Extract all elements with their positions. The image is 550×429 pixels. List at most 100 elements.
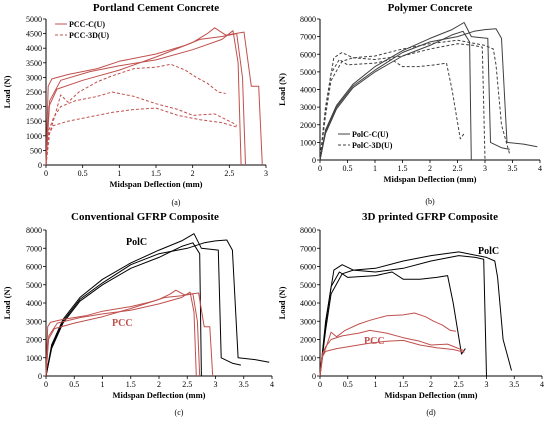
x-tick-label: 3 (264, 169, 268, 178)
y-tick-label: 1000 (300, 354, 316, 363)
x-tick-label: 3 (483, 164, 487, 173)
chart-panel-1: Polymer Concrete 0 0.5 1 1.5 2 2.5 3 3.5 4 0 1000 20… (277, 2, 542, 206)
legend-label: PolC-3D(U) (352, 141, 393, 150)
x-tick-label: 0.5 (343, 380, 353, 389)
series-line (45, 242, 202, 377)
y-tick-label: 3000 (300, 317, 316, 326)
x-tick-label: 0.5 (343, 164, 353, 173)
x-tick-label: 1 (101, 380, 105, 389)
y-tick-label: 5000 (26, 15, 42, 24)
x-tick-label: 3 (485, 380, 489, 389)
x-tick-label: 2 (191, 169, 195, 178)
x-tick-label: 3 (214, 380, 218, 389)
x-tick-label: 3.5 (509, 380, 519, 389)
y-axis-label: Load (N) (2, 75, 12, 108)
x-tick-label: 3.5 (239, 380, 249, 389)
y-tick-label: 8000 (26, 226, 42, 235)
x-tick-label: 1 (117, 169, 121, 178)
series-line (45, 33, 246, 166)
y-tick-label: 0 (38, 372, 42, 381)
series-line (319, 339, 465, 377)
y-tick-label: 0 (312, 156, 316, 165)
y-tick-label: 5000 (300, 68, 316, 77)
y-tick-label: 7000 (300, 33, 316, 42)
series-line (319, 59, 465, 161)
y-tick-label: 5000 (26, 281, 42, 290)
y-tick-label: 4000 (26, 299, 42, 308)
figure-caption: (d) (426, 408, 436, 417)
y-tick-label: 6000 (300, 263, 316, 272)
x-tick-label: 1.5 (398, 164, 408, 173)
series-line (319, 329, 465, 377)
figure-caption: (a) (172, 198, 181, 207)
x-tick-label: 2 (429, 380, 433, 389)
y-tick-label: 4000 (26, 44, 42, 53)
x-axis-label: Midspan Deflection (mm) (112, 390, 205, 400)
series-line (45, 91, 238, 166)
x-tick-label: 2 (157, 380, 161, 389)
series-line (319, 271, 466, 377)
figure-caption: (c) (175, 408, 184, 417)
chart-title: Conventional GFRP Composite (71, 211, 219, 223)
y-tick-label: 5000 (300, 281, 316, 290)
y-tick-label: 7000 (26, 244, 42, 253)
y-tick-label: 1000 (26, 132, 42, 141)
y-tick-label: 6000 (26, 263, 42, 272)
series-line (319, 22, 510, 161)
annotation-label: PolC (126, 237, 147, 248)
x-tick-label: 0.5 (78, 169, 88, 178)
x-axis-label: Midspan Deflection (mm) (384, 390, 477, 400)
x-tick-label: 1.5 (151, 169, 161, 178)
series-line (319, 251, 512, 377)
y-axis-label: Load (N) (277, 286, 287, 319)
x-axis-label: Midspan Deflection (mm) (109, 179, 202, 189)
annotation-label: PolC (478, 246, 499, 257)
chart-panel-0: Portland Cement Concrete 0 0.5 1 1.5 2 2.5 3 0 50… (2, 2, 268, 207)
x-tick-label: 4 (540, 380, 544, 389)
x-tick-label: 2.5 (224, 169, 234, 178)
figure-caption: (b) (425, 197, 435, 206)
chart-title: 3D printed GFRP Composite (362, 211, 498, 223)
y-tick-label: 3000 (26, 317, 42, 326)
y-tick-label: 3500 (26, 59, 42, 68)
y-tick-label: 2000 (300, 336, 316, 345)
series-line (45, 30, 242, 166)
series-line (319, 28, 538, 161)
series-line (319, 30, 472, 161)
x-tick-label: 1.5 (398, 380, 408, 389)
legend-label: PCC-C(U) (69, 20, 105, 29)
x-tick-label: 1.5 (126, 380, 136, 389)
series-line (45, 107, 237, 166)
series-line (319, 255, 487, 377)
chart-title: Portland Cement Concrete (93, 2, 219, 14)
y-tick-label: 2000 (26, 103, 42, 112)
y-axis-label: Load (N) (277, 73, 287, 106)
x-tick-label: 0.5 (69, 380, 79, 389)
y-tick-label: 2500 (26, 88, 42, 97)
series-line (45, 63, 226, 166)
annotation-label: PCC (364, 336, 385, 347)
x-tick-label: 0 (318, 164, 322, 173)
y-tick-label: 2000 (300, 121, 316, 130)
y-tick-label: 8000 (300, 15, 316, 24)
chart-panel-3: 3D printed GFRP Composite 0 0.5 1 1.5 2 2.5 3 3.… (277, 211, 544, 417)
y-tick-label: 4000 (300, 299, 316, 308)
x-tick-label: 2.5 (453, 164, 463, 173)
x-tick-label: 1 (374, 380, 378, 389)
series-line (45, 293, 201, 377)
y-tick-label: 1500 (26, 117, 42, 126)
series-line (45, 291, 197, 377)
x-tick-label: 2 (428, 164, 432, 173)
y-tick-label: 0 (312, 372, 316, 381)
series-line (45, 289, 214, 377)
series-line (319, 43, 486, 161)
series-line (45, 27, 263, 166)
y-tick-label: 4000 (300, 86, 316, 95)
x-tick-label: 3.5 (508, 164, 518, 173)
x-tick-label: 4 (538, 164, 542, 173)
chart-panel-2: Conventional GFRP Composite 0 0.5 1 1.5 2 2.5 3… (2, 211, 274, 417)
series-line (319, 39, 511, 161)
legend-label: PolC-C(U) (352, 130, 389, 139)
